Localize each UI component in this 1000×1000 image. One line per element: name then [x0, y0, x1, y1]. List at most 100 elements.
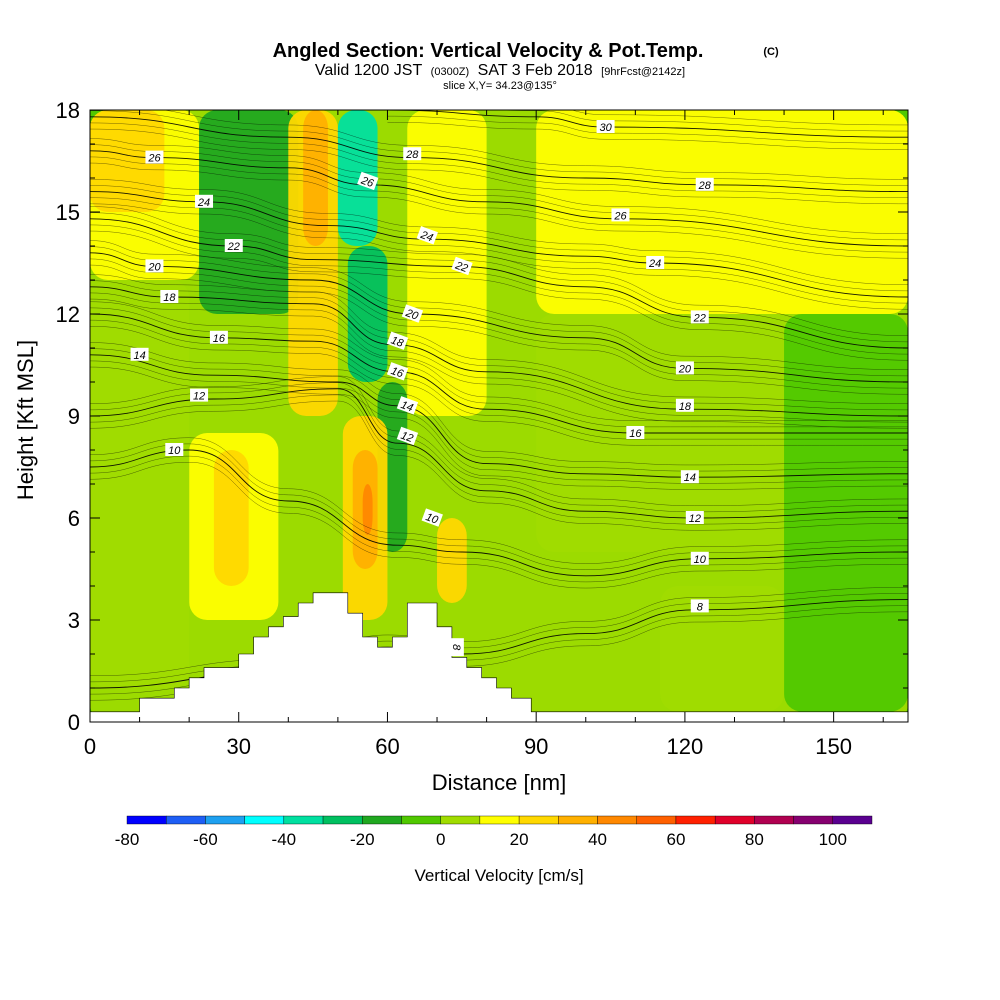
plot-area: 8 8 10 10 10 12 12 12 14 14 14 16 16 16 18 18 18 20 20 20 22… [90, 110, 908, 722]
colorbar-swatch [558, 815, 598, 825]
subtitle-date: SAT 3 Feb 2018 [478, 62, 593, 79]
isentrope-minor-line [90, 461, 908, 589]
copyright-mark: (C) [763, 46, 779, 58]
isentrope-label-text: 28 [698, 180, 712, 192]
colorbar-tick-label: 40 [588, 830, 607, 849]
colorbar-swatch [518, 815, 559, 825]
isentrope-minor-line [90, 394, 908, 525]
isentrope-minor-line [90, 128, 908, 205]
isentrope-minor-line [387, 121, 908, 150]
colorbar-swatch [597, 815, 637, 825]
colorbar-swatch [440, 815, 481, 825]
isentrope-label-text: 8 [697, 601, 704, 613]
isentrope-line [90, 286, 908, 417]
terrain-mask [90, 592, 908, 722]
isentrope-label: 24 [646, 256, 665, 270]
velocity-region [337, 110, 378, 246]
colorbar-swatch [322, 815, 363, 825]
isentrope-label: 12 [190, 388, 209, 403]
velocity-region [347, 246, 388, 382]
colorbar-swatch [714, 815, 755, 825]
isentrope-minor-line [90, 206, 908, 337]
isentrope-label-text: 18 [389, 334, 405, 350]
isentrope-label-text: 14 [133, 350, 145, 362]
isentrope-label-text: 20 [403, 307, 420, 323]
isentrope-minor-line [90, 240, 908, 371]
isentrope-label: 8 [450, 638, 464, 657]
isentrope-minor-line [90, 258, 908, 389]
slice-label: slice X,Y= 34.23@135° [443, 80, 557, 92]
velocity-region [437, 518, 467, 603]
isentrope-minor-line [90, 437, 908, 564]
isentrope-label-text: 20 [147, 261, 161, 273]
isentrope-label-text: 22 [693, 312, 706, 324]
isentrope-minor-line [90, 360, 908, 484]
isentrope-minor-line [90, 274, 908, 405]
isentrope-label-text: 18 [163, 292, 176, 304]
isentrope-label: 28 [695, 177, 714, 192]
velocity-region [536, 110, 908, 314]
isentrope-minor-line [90, 110, 908, 186]
isentrope-minor-line [90, 298, 908, 429]
isentrope-label-text: 22 [453, 259, 470, 275]
velocity-region [660, 586, 785, 712]
isentrope-label-text: 26 [613, 210, 627, 222]
isentrope-minor-line [90, 197, 908, 304]
isentrope-label: 14 [130, 347, 149, 362]
isentrope-label: 18 [675, 398, 694, 413]
colorbar-swatch [166, 815, 206, 825]
colorbar-tick-label: -80 [115, 830, 140, 849]
colorbar-swatch [479, 815, 520, 825]
isentrope-label: 12 [685, 511, 704, 525]
x-tick-label: 30 [226, 734, 250, 759]
contour-labels: 8 8 10 10 10 12 12 12 14 14 14 16 16 16 18 18 18 20 20 20 22… [130, 120, 714, 657]
x-tick-label: 0 [84, 734, 96, 759]
isentrope-line [90, 252, 908, 383]
colorbar-ticks: -80 -60 -40 -20 0 20 40 60 80 100 [115, 830, 847, 849]
isentrope-label: 14 [396, 396, 419, 415]
colorbar-swatch [205, 815, 245, 825]
isentrope-label: 14 [680, 470, 699, 484]
isentrope-minor-line [90, 230, 908, 361]
isentrope-minor-line [90, 138, 908, 235]
isentrope-minor-line [90, 319, 908, 440]
colorbar-tick-label: 20 [510, 830, 529, 849]
isentrope-minor-line [494, 110, 908, 132]
isentrope-label-text: 12 [399, 430, 415, 445]
colorbar-swatch [401, 815, 441, 825]
x-tick-label: 120 [667, 734, 704, 759]
subtitle-forecast: [9hrFcst@2142z] [601, 66, 685, 78]
y-tick-label: 6 [68, 506, 80, 531]
subtitle-utc-time: (0300Z) [431, 66, 470, 78]
isentrope-label-text: 8 [450, 644, 462, 651]
isentrope-label-text: 10 [694, 554, 707, 566]
isentrope-label: 26 [357, 171, 379, 190]
isentrope-label-text: 26 [359, 174, 376, 190]
isentrope-label: 20 [401, 304, 424, 323]
isentrope-label: 24 [195, 194, 214, 209]
colorbar-swatch [636, 815, 677, 825]
colorbar-label: Vertical Velocity [cm/s] [414, 866, 583, 885]
isentrope-label-text: 16 [629, 428, 642, 440]
isentrope-label-text: 24 [197, 197, 210, 209]
isentrope-label: 8 [690, 599, 709, 613]
isentrope-minor-line [90, 144, 908, 241]
isentrope-minor-line [90, 224, 908, 355]
isentrope-line [387, 110, 908, 138]
x-tick-label: 90 [524, 734, 548, 759]
isentrope-label-text: 14 [399, 399, 415, 414]
isentrope-label: 10 [690, 551, 709, 566]
velocity-region [303, 110, 328, 246]
colorbar-tick-label: 100 [819, 830, 847, 849]
chart-subtitle: Valid 1200 JST (0300Z) SAT 3 Feb 2018 [9… [315, 62, 685, 79]
isentrope-line [90, 150, 908, 247]
isentrope-label-text: 24 [418, 229, 435, 245]
isentrope-label-text: 20 [678, 363, 692, 375]
chart-title: Angled Section: Vertical Velocity & Pot.… [273, 40, 704, 62]
isentrope-minor-line [90, 366, 908, 490]
x-tick-label: 60 [375, 734, 399, 759]
isentrope-label: 16 [209, 330, 228, 345]
isentrope-label: 18 [160, 290, 179, 304]
velocity-region [213, 450, 249, 586]
isentrope-minor-line [162, 110, 908, 180]
